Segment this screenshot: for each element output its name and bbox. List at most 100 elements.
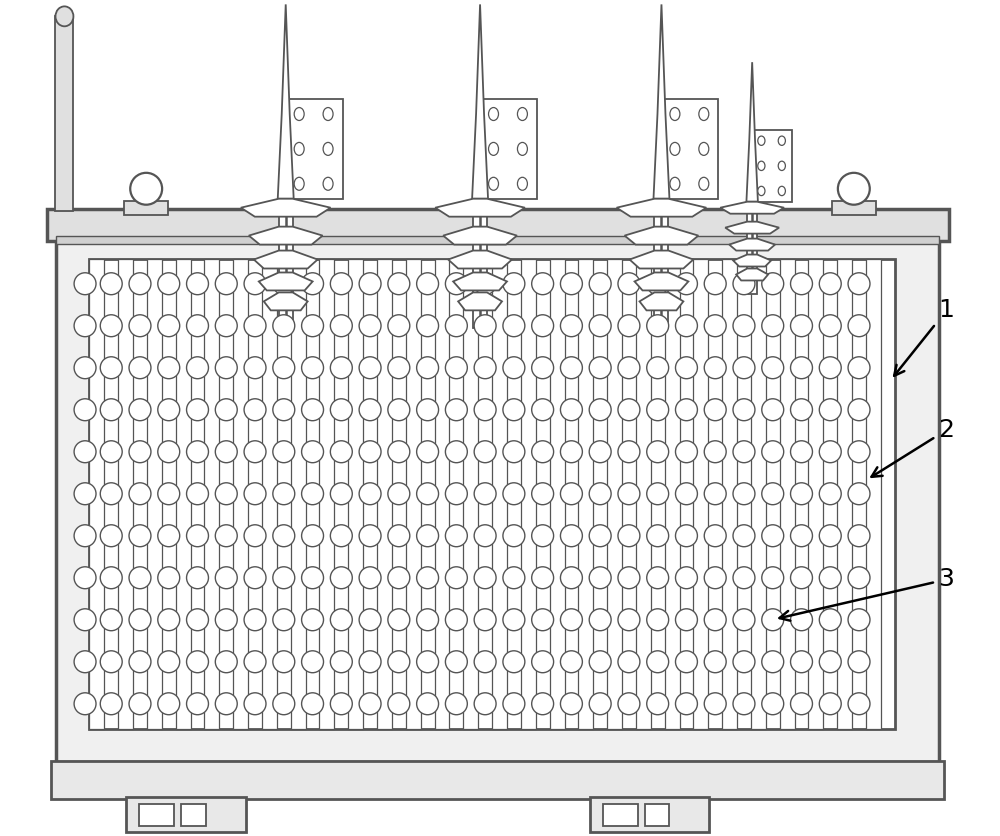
Circle shape xyxy=(474,357,496,379)
Circle shape xyxy=(158,693,180,715)
Circle shape xyxy=(445,441,467,462)
Circle shape xyxy=(589,441,611,462)
Circle shape xyxy=(503,525,525,547)
Circle shape xyxy=(244,482,266,505)
Ellipse shape xyxy=(758,186,765,196)
Circle shape xyxy=(532,399,554,421)
Circle shape xyxy=(589,273,611,295)
Circle shape xyxy=(819,609,841,630)
Circle shape xyxy=(359,567,381,589)
Circle shape xyxy=(474,399,496,421)
Circle shape xyxy=(618,525,640,547)
Bar xyxy=(89,258,104,729)
Circle shape xyxy=(74,693,96,715)
Circle shape xyxy=(215,357,237,379)
Circle shape xyxy=(388,399,410,421)
Circle shape xyxy=(74,315,96,337)
Circle shape xyxy=(74,525,96,547)
Circle shape xyxy=(158,482,180,505)
Circle shape xyxy=(791,567,812,589)
Ellipse shape xyxy=(294,142,304,155)
Circle shape xyxy=(791,273,812,295)
Circle shape xyxy=(503,273,525,295)
Circle shape xyxy=(129,399,151,421)
Circle shape xyxy=(532,567,554,589)
Circle shape xyxy=(215,441,237,462)
Ellipse shape xyxy=(323,177,333,191)
Circle shape xyxy=(359,693,381,715)
Circle shape xyxy=(215,399,237,421)
Bar xyxy=(479,99,537,199)
Ellipse shape xyxy=(699,142,709,155)
Circle shape xyxy=(762,609,784,630)
Ellipse shape xyxy=(699,177,709,191)
Circle shape xyxy=(445,273,467,295)
Circle shape xyxy=(532,357,554,379)
Circle shape xyxy=(762,482,784,505)
Bar xyxy=(377,258,392,729)
Bar xyxy=(636,258,651,729)
Circle shape xyxy=(560,609,582,630)
Circle shape xyxy=(74,357,96,379)
Circle shape xyxy=(618,441,640,462)
Circle shape xyxy=(359,273,381,295)
Bar xyxy=(492,258,507,729)
Circle shape xyxy=(187,315,208,337)
Circle shape xyxy=(532,650,554,673)
Bar xyxy=(832,201,876,215)
Circle shape xyxy=(330,609,352,630)
Circle shape xyxy=(733,525,755,547)
Circle shape xyxy=(589,693,611,715)
Circle shape xyxy=(302,482,324,505)
Circle shape xyxy=(474,482,496,505)
Bar xyxy=(435,258,449,729)
Circle shape xyxy=(158,315,180,337)
Circle shape xyxy=(474,315,496,337)
Text: 3: 3 xyxy=(780,568,954,620)
Bar xyxy=(751,258,766,729)
Circle shape xyxy=(244,567,266,589)
Circle shape xyxy=(647,693,669,715)
Circle shape xyxy=(417,650,439,673)
Bar xyxy=(89,258,895,729)
Ellipse shape xyxy=(489,108,499,120)
Circle shape xyxy=(618,273,640,295)
Circle shape xyxy=(762,315,784,337)
Bar xyxy=(578,258,593,729)
Circle shape xyxy=(187,693,208,715)
Circle shape xyxy=(532,482,554,505)
Circle shape xyxy=(848,650,870,673)
Circle shape xyxy=(302,609,324,630)
Circle shape xyxy=(273,315,295,337)
Bar xyxy=(56,236,939,762)
Circle shape xyxy=(733,482,755,505)
Circle shape xyxy=(388,273,410,295)
Ellipse shape xyxy=(778,136,785,145)
Ellipse shape xyxy=(758,136,765,145)
Circle shape xyxy=(848,315,870,337)
Circle shape xyxy=(417,357,439,379)
Circle shape xyxy=(359,357,381,379)
Circle shape xyxy=(273,273,295,295)
Circle shape xyxy=(848,273,870,295)
Circle shape xyxy=(474,525,496,547)
Circle shape xyxy=(532,441,554,462)
Circle shape xyxy=(532,273,554,295)
Circle shape xyxy=(273,482,295,505)
Circle shape xyxy=(848,693,870,715)
Circle shape xyxy=(848,482,870,505)
Circle shape xyxy=(330,650,352,673)
Circle shape xyxy=(129,482,151,505)
Circle shape xyxy=(791,525,812,547)
Polygon shape xyxy=(453,273,507,290)
Circle shape xyxy=(560,357,582,379)
Circle shape xyxy=(503,609,525,630)
Circle shape xyxy=(791,482,812,505)
Circle shape xyxy=(359,525,381,547)
Circle shape xyxy=(704,650,726,673)
Circle shape xyxy=(819,650,841,673)
Circle shape xyxy=(589,525,611,547)
Circle shape xyxy=(589,609,611,630)
Circle shape xyxy=(704,567,726,589)
Circle shape xyxy=(359,609,381,630)
